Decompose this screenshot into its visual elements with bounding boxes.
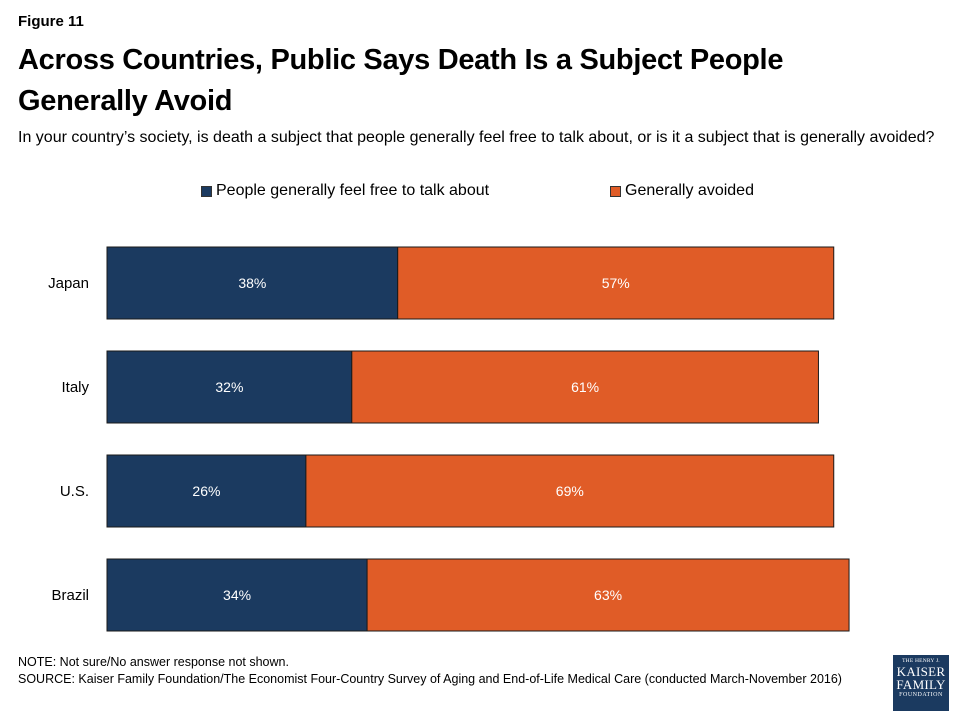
- bar-japan-free: [106, 246, 399, 320]
- category-label-brazil: Brazil: [51, 587, 89, 604]
- data-label-u-s-free: 26%: [192, 483, 220, 499]
- bar-italy-free: [106, 350, 353, 424]
- category-label-japan: Japan: [48, 275, 89, 292]
- data-label-japan-avoided: 57%: [602, 275, 630, 291]
- legend-swatch-free: [201, 185, 212, 197]
- kff-logo: THE HENRY J. KAISER FAMILY FOUNDATION: [893, 655, 949, 711]
- bar-u-s-avoided: [305, 454, 835, 528]
- note-text: NOTE: Not sure/No answer response not sh…: [18, 655, 289, 669]
- data-label-italy-avoided: 61%: [571, 379, 599, 395]
- logo-line1: THE HENRY J.: [902, 658, 940, 664]
- stacked-bar-chart: Japan 38% 57% Italy 32% 61% U.S. 26% 69% Brazil 34…: [48, 246, 850, 632]
- source-text: SOURCE: Kaiser Family Foundation/The Eco…: [18, 672, 842, 686]
- chart-legend: People generally feel free to talk about…: [0, 182, 960, 204]
- bar-brazil-free: [106, 558, 368, 632]
- logo-line4: FOUNDATION: [899, 692, 943, 698]
- data-label-japan-free: 38%: [238, 275, 266, 291]
- figure-label: Figure 11: [18, 13, 84, 30]
- data-label-u-s-avoided: 69%: [556, 483, 584, 499]
- bar-u-s-free: [106, 454, 307, 528]
- category-label-u-s: U.S.: [60, 483, 89, 500]
- bar-brazil-avoided: [366, 558, 850, 632]
- chart-title: Across Countries, Public Says Death Is a…: [18, 44, 784, 117]
- bar-italy-avoided: [351, 350, 819, 424]
- legend-label-avoided: Generally avoided: [625, 182, 754, 199]
- legend-item-free: People generally feel free to talk about: [201, 182, 489, 200]
- chart-footnote: NOTE: Not sure/No answer response not sh…: [18, 654, 868, 688]
- bar-japan-avoided: [397, 246, 835, 320]
- legend-label-free: People generally feel free to talk about: [216, 182, 490, 199]
- data-label-italy-free: 32%: [215, 379, 243, 395]
- legend-item-avoided: Generally avoided: [610, 182, 754, 200]
- chart-subtitle: In your country’s society, is death a su…: [18, 129, 935, 146]
- legend-swatch-avoided: [610, 185, 621, 197]
- logo-line3: FAMILY: [896, 677, 946, 692]
- category-label-italy: Italy: [61, 379, 89, 396]
- logo-line2: KAISER: [896, 664, 946, 679]
- data-label-brazil-free: 34%: [223, 587, 251, 603]
- data-label-brazil-avoided: 63%: [594, 587, 622, 603]
